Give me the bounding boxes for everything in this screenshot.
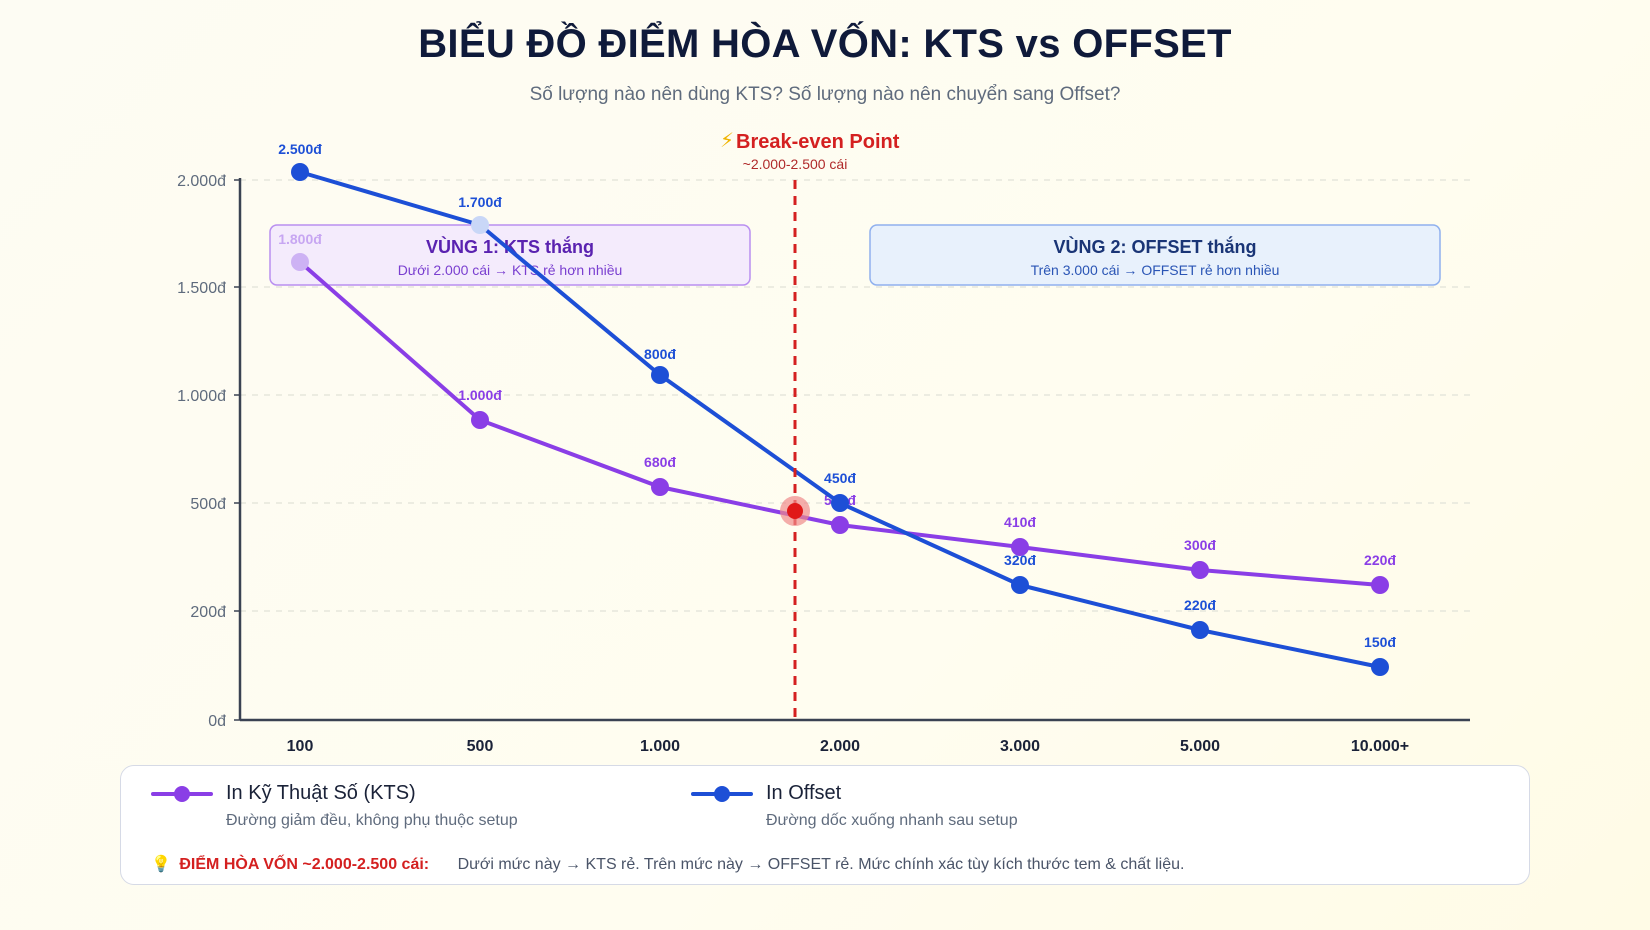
legend-desc-offset: Đường dốc xuống nhanh sau setup	[766, 812, 1018, 829]
break-even-chart: VÙNG 1: KTS thắng Dưới 2.000 cái → KTS rẻ…	[177, 128, 1470, 755]
x-tick-label: 100	[287, 738, 314, 755]
data-point	[1371, 658, 1389, 676]
data-label: 1.700đ	[458, 194, 502, 210]
note-text: Dưới mức này → KTS rẻ. Trên mức này → OF…	[457, 856, 1185, 873]
chart-title: BIỂU ĐỒ ĐIỂM HÒA VỐN: KTS vs OFFSET	[418, 22, 1232, 66]
data-point	[1191, 621, 1209, 639]
break-even-point	[787, 503, 803, 519]
data-point	[471, 216, 489, 234]
legend-name-kts: In Kỹ Thuật Số (KTS)	[226, 782, 416, 804]
data-label: 220đ	[1184, 597, 1216, 613]
zone-box	[269, 224, 751, 286]
zone-title: VÙNG 1: KTS thắng	[426, 236, 594, 257]
zone-title: VÙNG 2: OFFSET thắng	[1053, 236, 1256, 257]
x-tick-label: 3.000	[1000, 738, 1040, 755]
chart-subtitle: Số lượng nào nên dùng KTS? Số lượng nào …	[529, 84, 1121, 105]
break-even-note: 💡 ĐIỂM HÒA VỐN ~2.000-2.500 cái: Dưới mứ…	[151, 854, 1184, 874]
data-label: 680đ	[644, 454, 676, 470]
data-point	[291, 253, 309, 271]
data-point	[1011, 538, 1029, 556]
zone-desc: Trên 3.000 cái → OFFSET rẻ hơn nhiều	[1031, 262, 1280, 278]
data-label: 410đ	[1004, 514, 1036, 530]
data-point	[1371, 576, 1389, 594]
lightbulb-icon: 💡	[151, 856, 171, 873]
data-label: 220đ	[1364, 552, 1396, 568]
x-tick-label: 1.000	[640, 738, 680, 755]
legend-name-offset: In Offset	[766, 782, 842, 804]
zones: VÙNG 1: KTS thắng Dưới 2.000 cái → KTS rẻ…	[269, 224, 1441, 286]
break-even-layer: ⚡ Break-even Point ~2.000-2.500 cái	[720, 128, 900, 720]
break-even-label: Break-even Point	[736, 131, 900, 153]
series-layer: 1.800đ1.000đ680đ500đ410đ300đ220đ2.500đ1.…	[278, 141, 1396, 676]
legend-dot-offset	[714, 786, 730, 802]
y-tick-label: 500đ	[190, 496, 226, 513]
x-tick-label: 10.000+	[1351, 738, 1409, 755]
data-point	[651, 478, 669, 496]
y-tick-label: 0đ	[208, 713, 226, 730]
note-label: ĐIỂM HÒA VỐN ~2.000-2.500 cái:	[179, 856, 430, 873]
data-label: 1.800đ	[278, 231, 322, 247]
zone-desc: Dưới 2.000 cái → KTS rẻ hơn nhiều	[398, 262, 623, 278]
lightning-icon: ⚡	[720, 128, 734, 152]
data-point	[831, 494, 849, 512]
data-point	[651, 366, 669, 384]
x-tick-label: 5.000	[1180, 738, 1220, 755]
data-label: 2.500đ	[278, 141, 322, 157]
x-tick-label: 500	[467, 738, 494, 755]
data-point	[291, 163, 309, 181]
data-label: 450đ	[824, 470, 856, 486]
data-label: 300đ	[1184, 537, 1216, 553]
data-label: 320đ	[1004, 552, 1036, 568]
legend-desc-kts: Đường giảm đều, không phụ thuộc setup	[226, 812, 518, 829]
y-tick-label: 2.000đ	[177, 173, 226, 190]
legend: In Kỹ Thuật Số (KTS) Đường giảm đều, khô…	[120, 765, 1530, 885]
series-line	[298, 260, 1382, 587]
data-point	[831, 516, 849, 534]
data-point	[471, 411, 489, 429]
break-even-sublabel: ~2.000-2.500 cái	[743, 156, 848, 172]
legend-dot-kts	[174, 786, 190, 802]
zone-box	[869, 224, 1441, 286]
data-point	[1191, 561, 1209, 579]
x-tick-label: 2.000	[820, 738, 860, 755]
y-tick-label: 1.500đ	[177, 280, 226, 297]
data-label: 800đ	[644, 346, 676, 362]
data-point	[1011, 576, 1029, 594]
grid-lines	[240, 179, 1470, 612]
y-tick-label: 1.000đ	[177, 388, 226, 405]
series-offset: 2.500đ 1.700đ 800đ 450đ 320đ 220đ 150đ	[278, 141, 1396, 676]
axes: 0đ 200đ 500đ 1.000đ 1.500đ 2.000đ 100 500 1.000 2…	[177, 173, 1470, 755]
y-tick-label: 200đ	[190, 604, 226, 621]
data-label: 1.000đ	[458, 387, 502, 403]
data-label: 150đ	[1364, 634, 1396, 650]
